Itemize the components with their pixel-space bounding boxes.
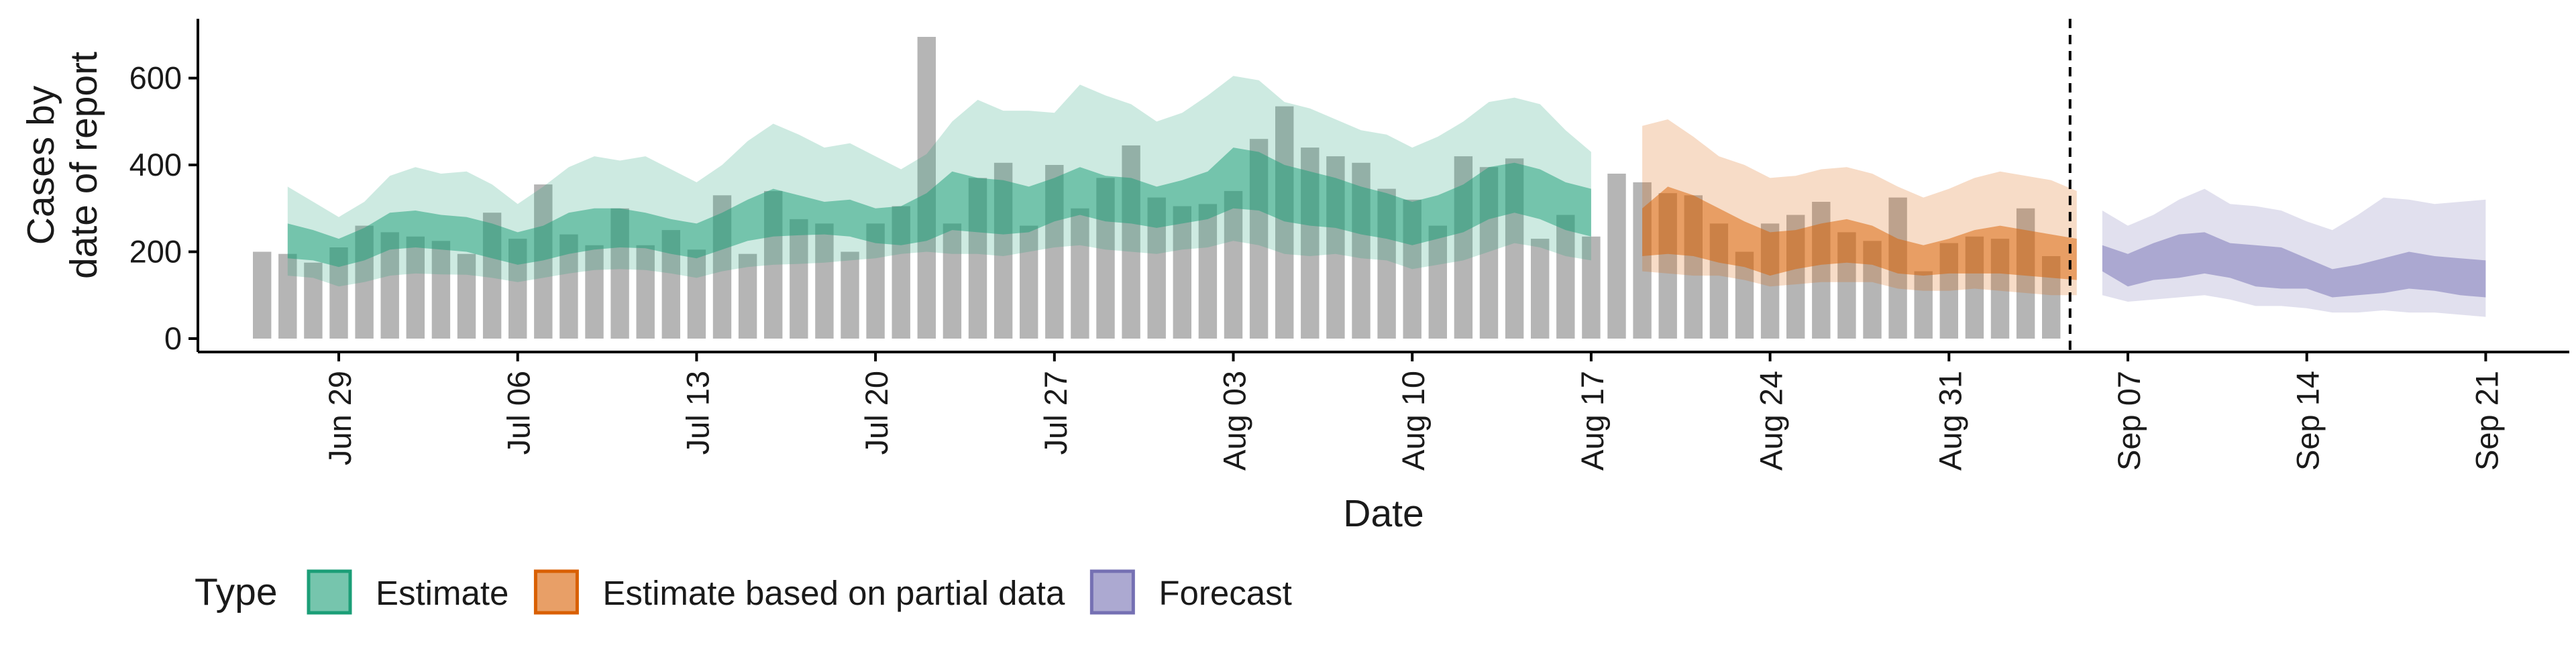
legend-label: Estimate bbox=[376, 574, 508, 612]
x-tick-label: Jul 27 bbox=[1038, 371, 1073, 455]
legend-label: Estimate based on partial data bbox=[602, 574, 1065, 612]
data-bar bbox=[406, 236, 425, 339]
y-tick-label: 200 bbox=[129, 234, 182, 270]
x-tick-label: Aug 31 bbox=[1932, 371, 1968, 471]
legend-swatch bbox=[307, 569, 352, 615]
x-tick-label: Jul 20 bbox=[859, 371, 894, 455]
data-bar bbox=[1428, 225, 1447, 339]
data-bar bbox=[841, 251, 859, 339]
data-bar bbox=[1020, 225, 1038, 339]
data-bar bbox=[1224, 190, 1243, 339]
axes-layer: 0 200 400 600 Jun 29 Jul 06 Jul 13 Jul 20 Jul 27… bbox=[19, 19, 2569, 535]
legend-swatch bbox=[1089, 569, 1135, 615]
legend-label: Forecast bbox=[1159, 574, 1291, 612]
x-tick-label: Aug 10 bbox=[1395, 371, 1431, 471]
data-bar bbox=[534, 184, 553, 339]
y-tick-label: 400 bbox=[129, 147, 182, 182]
data-bar bbox=[585, 245, 604, 339]
x-tick-label: Aug 03 bbox=[1217, 371, 1252, 471]
data-bar bbox=[790, 219, 808, 339]
y-axis-title: Cases bydate of report bbox=[19, 52, 105, 279]
data-bar bbox=[636, 245, 655, 339]
data-bar bbox=[1198, 204, 1218, 339]
ribbons-layer bbox=[287, 76, 2486, 317]
data-bar bbox=[738, 253, 757, 339]
x-tick-label: Aug 24 bbox=[1754, 371, 1789, 471]
x-tick-label: Aug 17 bbox=[1574, 371, 1610, 471]
data-bar bbox=[1914, 271, 1933, 339]
x-tick-label: Sep 21 bbox=[2469, 371, 2504, 471]
x-axis-title: Date bbox=[1343, 492, 1424, 535]
legend-title: Type bbox=[195, 571, 278, 613]
x-tick-label: Sep 14 bbox=[2290, 371, 2326, 471]
estimate-50-ribbon bbox=[287, 148, 1591, 268]
y-tick-label: 0 bbox=[164, 320, 182, 356]
data-bar bbox=[1173, 206, 1191, 339]
legend: Type Estimate Estimate based on partial da… bbox=[195, 569, 1292, 615]
data-bar bbox=[815, 223, 834, 339]
data-bar bbox=[457, 253, 476, 339]
data-bar bbox=[1531, 239, 1550, 339]
data-bar bbox=[1556, 215, 1575, 339]
y-axis-title-line: Cases by bbox=[19, 85, 62, 245]
data-bar bbox=[1582, 236, 1601, 339]
data-bar bbox=[943, 223, 962, 339]
data-bar bbox=[253, 251, 272, 339]
data-bar bbox=[431, 241, 451, 339]
x-tick-label: Jun 29 bbox=[322, 371, 358, 465]
legend-swatch bbox=[533, 569, 579, 615]
forecast-50-ribbon bbox=[2102, 232, 2486, 298]
x-tick-label: Jul 06 bbox=[501, 371, 537, 455]
data-bar bbox=[278, 253, 297, 339]
partial-estimate-50-ribbon bbox=[1642, 186, 2077, 280]
x-tick-label: Sep 07 bbox=[2111, 371, 2147, 471]
x-tick-label: Jul 13 bbox=[680, 371, 715, 455]
data-bar bbox=[304, 262, 323, 339]
y-axis-title-line: date of report bbox=[62, 52, 105, 279]
data-bar bbox=[1275, 106, 1294, 339]
y-tick-label: 600 bbox=[129, 60, 182, 96]
data-bar bbox=[1071, 208, 1089, 339]
data-bar bbox=[917, 37, 936, 339]
data-bar bbox=[687, 249, 706, 339]
data-bar bbox=[1607, 174, 1626, 339]
